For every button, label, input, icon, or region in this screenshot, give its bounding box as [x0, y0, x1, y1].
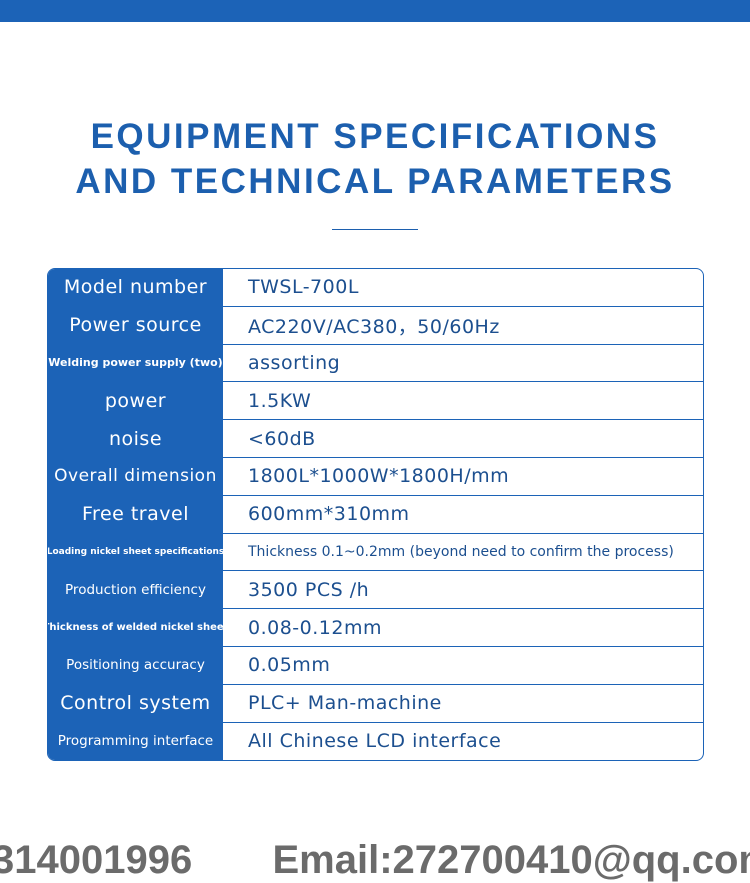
- contact-phone: 314001996: [0, 838, 193, 882]
- table-row: Welding power supply (two) assorting: [48, 344, 703, 383]
- table-row: Production efficiency 3500 PCS /h: [48, 571, 703, 610]
- spec-value: 3500 PCS /h: [248, 578, 370, 601]
- spec-label: Programming interface: [48, 722, 224, 760]
- table-row: Positioning accuracy 0.05mm: [48, 646, 703, 685]
- spec-label: Thickness of welded nickel sheet: [48, 609, 228, 646]
- top-banner-bar: [0, 0, 750, 22]
- spec-value: <60dB: [248, 427, 316, 450]
- spec-value: All Chinese LCD interface: [248, 730, 502, 753]
- table-row: Model number TWSL-700L: [48, 269, 703, 307]
- spec-label: noise: [48, 420, 224, 457]
- spec-label: Overall dimension: [48, 457, 224, 495]
- title-line-1: EQUIPMENT SPECIFICATIONS: [90, 117, 660, 156]
- spec-label: Free travel: [48, 495, 224, 533]
- table-row: power 1.5KW: [48, 382, 703, 421]
- table-row: noise <60dB: [48, 420, 703, 458]
- spec-value: AC220V/AC380，50/60Hz: [248, 315, 500, 338]
- table-row: Loading nickel sheet specifications Thick…: [48, 533, 703, 572]
- spec-label: Model number: [48, 269, 224, 306]
- spec-value: 600mm*310mm: [248, 503, 410, 526]
- table-row: Overall dimension 1800L*1000W*1800H/mm: [48, 457, 703, 496]
- spec-label: Control system: [48, 684, 224, 722]
- table-row: Control system PLC+ Man-machine: [48, 684, 703, 723]
- contact-line: 314001996 Email:272700410@qq.com: [0, 838, 750, 883]
- spec-value: 0.08-0.12mm: [248, 616, 382, 639]
- spec-value: 1.5KW: [248, 389, 312, 412]
- spec-label: Positioning accuracy: [48, 646, 224, 684]
- spec-value: 1800L*1000W*1800H/mm: [248, 465, 510, 488]
- spec-table: Model number TWSL-700L Power source AC220V…: [47, 268, 704, 761]
- table-row: Power source AC220V/AC380，50/60Hz: [48, 306, 703, 345]
- spec-label: power: [48, 382, 224, 420]
- table-row: Thickness of welded nickel sheet 0.08-0.1…: [48, 609, 703, 647]
- spec-label: Welding power supply (two): [48, 344, 224, 382]
- table-row: Programming interface All Chinese LCD int…: [48, 722, 703, 760]
- spec-value: Thickness 0.1~0.2mm (beyond need to conf…: [248, 543, 674, 560]
- spec-value: assorting: [248, 351, 341, 374]
- spec-value: 0.05mm: [248, 654, 331, 677]
- table-row: Free travel 600mm*310mm: [48, 495, 703, 534]
- spec-value: TWSL-700L: [248, 276, 359, 299]
- spec-label: Loading nickel sheet specifications: [48, 533, 224, 571]
- page-title: EQUIPMENT SPECIFICATIONS AND TECHNICAL P…: [0, 114, 750, 204]
- spec-label: Production efficiency: [48, 571, 224, 609]
- title-divider: [332, 229, 418, 230]
- title-line-2: AND TECHNICAL PARAMETERS: [75, 162, 675, 201]
- spec-label: Power source: [48, 306, 224, 344]
- contact-email: Email:272700410@qq.com: [272, 838, 750, 882]
- spec-value: PLC+ Man-machine: [248, 692, 442, 715]
